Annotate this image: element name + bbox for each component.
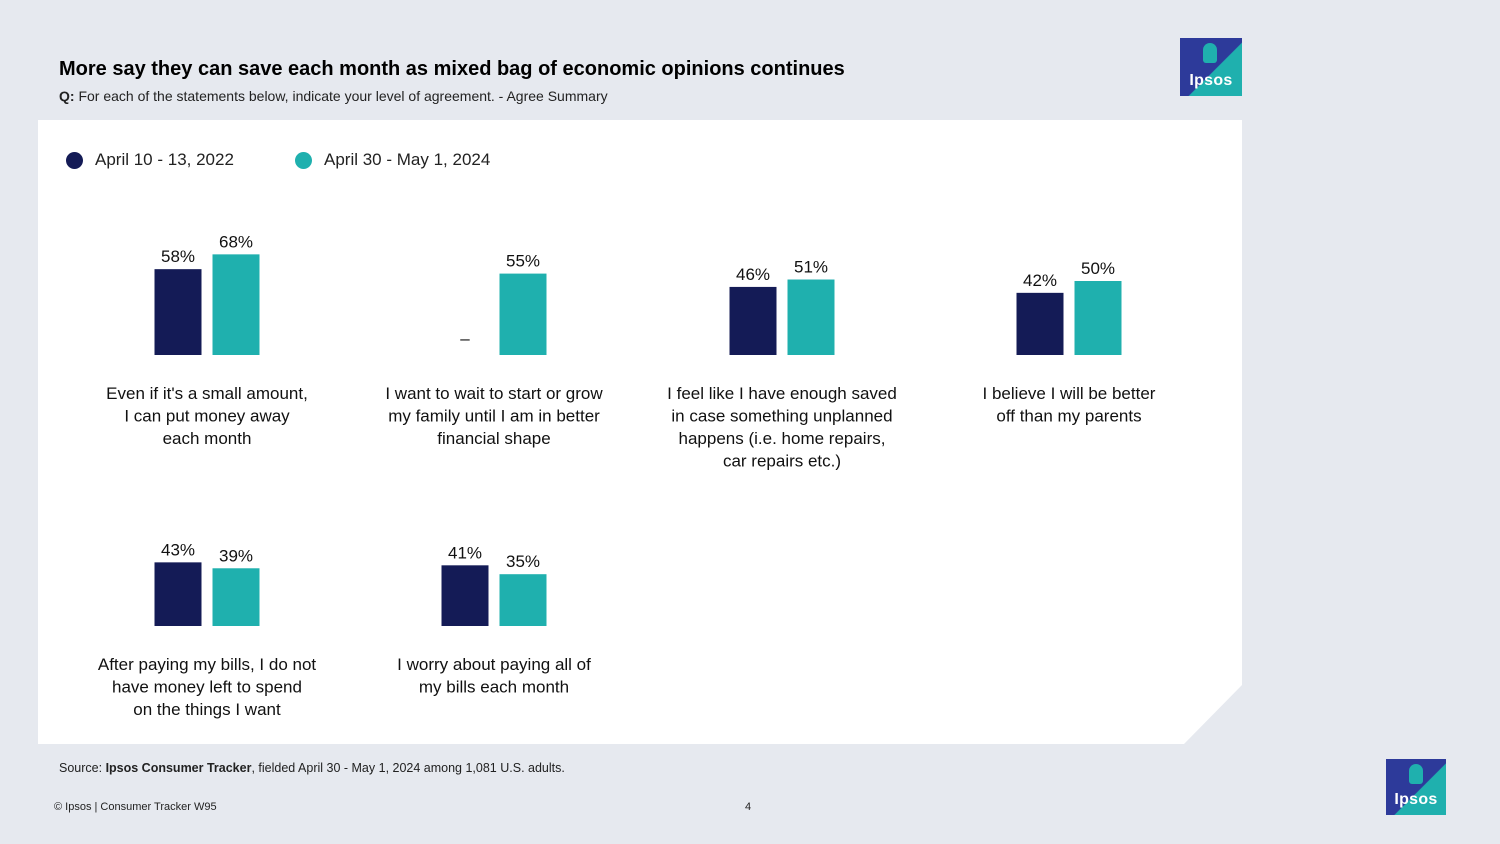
category-label: I believe I will be better: [983, 384, 1156, 403]
bar-2022: [154, 562, 202, 626]
data-label: 51%: [794, 258, 828, 277]
chart-card: [38, 120, 1242, 744]
ipsos-logo: Ipsos: [1180, 38, 1242, 96]
source-name: Ipsos Consumer Tracker: [105, 761, 252, 775]
category-label: in case something unplanned: [671, 407, 892, 426]
data-label: 43%: [161, 540, 195, 559]
bar-2022: [729, 286, 777, 355]
logo-head-icon: [1409, 764, 1423, 784]
bar-2024: [212, 254, 260, 355]
bar-2022: [154, 269, 202, 355]
question-text: Q: For each of the statements below, ind…: [59, 88, 608, 104]
bar-2024: [499, 273, 547, 355]
data-label: 35%: [506, 552, 540, 571]
category-label: I can put money away: [124, 407, 290, 426]
category-label: each month: [163, 429, 252, 448]
category-label: on the things I want: [133, 700, 281, 719]
page-title: More say they can save each month as mix…: [59, 58, 845, 80]
question-body: For each of the statements below, indica…: [74, 88, 608, 104]
bar-2022: [1016, 292, 1064, 355]
bar-2024: [499, 574, 547, 626]
legend-label-2022: April 10 - 13, 2022: [95, 150, 234, 169]
bar-2024: [212, 568, 260, 626]
data-label: 42%: [1023, 271, 1057, 290]
legend-label-2024: April 30 - May 1, 2024: [324, 150, 491, 169]
data-label: 41%: [448, 543, 482, 562]
source-note: Source: Ipsos Consumer Tracker, fielded …: [59, 761, 565, 775]
question-prefix: Q:: [59, 88, 75, 104]
source-prefix: Source:: [59, 761, 106, 775]
category-label: my bills each month: [419, 678, 569, 697]
ipsos-logo-footer: Ipsos: [1386, 759, 1446, 815]
category-label: car repairs etc.): [723, 452, 841, 471]
legend-dot-2022: [66, 151, 83, 169]
page-number: 4: [745, 801, 752, 813]
data-label: 39%: [219, 546, 253, 565]
bar-2022: [441, 565, 489, 626]
category-label: financial shape: [437, 429, 550, 448]
data-label: 55%: [506, 252, 540, 271]
category-label: Even if it's a small amount,: [106, 384, 308, 403]
category-label: I feel like I have enough saved: [667, 384, 897, 403]
legend-dot-2024: [295, 151, 312, 169]
source-detail: , fielded April 30 - May 1, 2024 among 1…: [251, 761, 565, 775]
footer-copyright: © Ipsos | Consumer Tracker W95: [54, 801, 217, 813]
legend-item-2022: April 10 - 13, 2022: [66, 150, 234, 170]
category-label: happens (i.e. home repairs,: [679, 429, 886, 448]
data-label: 58%: [161, 247, 195, 266]
logo-head-icon: [1203, 43, 1217, 63]
logo-text: Ipsos: [1189, 72, 1233, 89]
logo-text: Ipsos: [1394, 791, 1438, 808]
category-label: After paying my bills, I do not: [98, 655, 317, 674]
data-label: 50%: [1081, 259, 1115, 278]
category-label: I want to wait to start or grow: [385, 384, 603, 403]
data-label: 68%: [219, 232, 253, 251]
legend-item-2024: April 30 - May 1, 2024: [295, 150, 490, 170]
bar-2024: [1074, 281, 1122, 355]
category-label: I worry about paying all of: [397, 655, 591, 674]
category-label: off than my parents: [996, 407, 1141, 426]
data-label: 46%: [736, 265, 770, 284]
data-label-missing: –: [460, 329, 470, 348]
category-label: have money left to spend: [112, 678, 302, 697]
category-label: my family until I am in better: [388, 407, 600, 426]
bar-2024: [787, 279, 835, 355]
